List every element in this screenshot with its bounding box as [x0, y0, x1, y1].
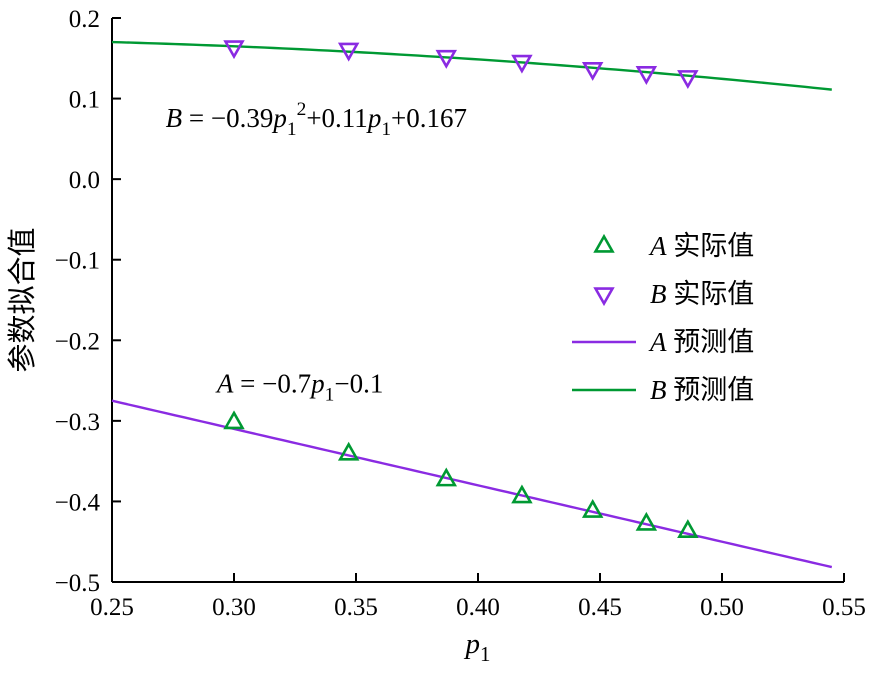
x-tick-label: 0.45	[578, 594, 622, 621]
scatter-B-actual	[223, 40, 699, 89]
y-tick-label: −0.3	[55, 409, 100, 436]
data-point-B-actual	[581, 62, 604, 81]
data-point-A-actual	[223, 410, 245, 430]
legend-item-1: A 实际值	[593, 231, 754, 261]
data-point-A-actual	[511, 484, 533, 504]
legend-item-2: B 实际值	[593, 279, 754, 309]
annotations: B = −0.39p12+0.11p1+0.167 A = −0.7p1−0.1	[166, 99, 467, 406]
legend-marker	[593, 287, 615, 307]
y-tick-label: −0.2	[55, 328, 100, 355]
data-point-B-actual	[511, 54, 533, 74]
data-point-A-actual	[635, 511, 658, 531]
y-tick-label: −0.1	[55, 248, 100, 275]
x-tick-label: 0.50	[700, 594, 744, 621]
x-tick-label: 0.40	[456, 594, 500, 621]
y-axis-label: 参数拟合值	[6, 227, 39, 372]
y-tick-label: 0.0	[69, 167, 100, 194]
x-tick-label: 0.35	[334, 594, 378, 621]
data-point-B-actual	[635, 66, 658, 85]
axes: 0.25 0.30 0.35 0.40 0.45 0.50 0.55 −0.5 −0.4 −0.3…	[55, 6, 866, 621]
data-point-B-actual	[223, 40, 245, 60]
y-tick-label: −0.4	[55, 489, 101, 516]
fit-line-A-pred	[111, 399, 833, 569]
x-tick-label: 0.55	[822, 594, 866, 621]
data-point-A-actual	[677, 519, 699, 538]
legend-label: A 预测值	[648, 327, 754, 357]
scatter-A-actual	[223, 410, 699, 538]
y-tick-label: −0.5	[55, 570, 100, 597]
data-point-B-actual	[337, 42, 360, 62]
legend-item-3: A 预测值	[572, 327, 754, 357]
legend-label: A 实际值	[648, 231, 754, 261]
data-point-A-actual	[337, 441, 360, 461]
x-tick-label: 0.25	[90, 594, 134, 621]
equation-annotation-2: A = −0.7p1−0.1	[215, 369, 383, 406]
y-tick-label: 0.1	[69, 87, 100, 114]
legend-label: B 实际值	[650, 279, 754, 309]
data-point-A-actual	[581, 498, 604, 518]
legend: A 实际值 B 实际值 A 预测值 B 预测值	[572, 231, 754, 405]
equation-annotation-1: B = −0.39p12+0.11p1+0.167	[166, 99, 467, 140]
data-point-A-actual	[435, 467, 458, 487]
x-axis-label: p1	[464, 628, 491, 666]
legend-marker	[593, 233, 615, 253]
data-point-B-actual	[435, 49, 458, 69]
legend-label: B 预测值	[650, 375, 754, 405]
x-tick-label: 0.30	[212, 594, 256, 621]
data-point-B-actual	[677, 70, 699, 89]
y-tick-label: 0.2	[69, 6, 100, 33]
legend-item-4: B 预测值	[572, 375, 754, 405]
series	[111, 40, 833, 569]
fit-line-B-pred	[111, 40, 832, 91]
